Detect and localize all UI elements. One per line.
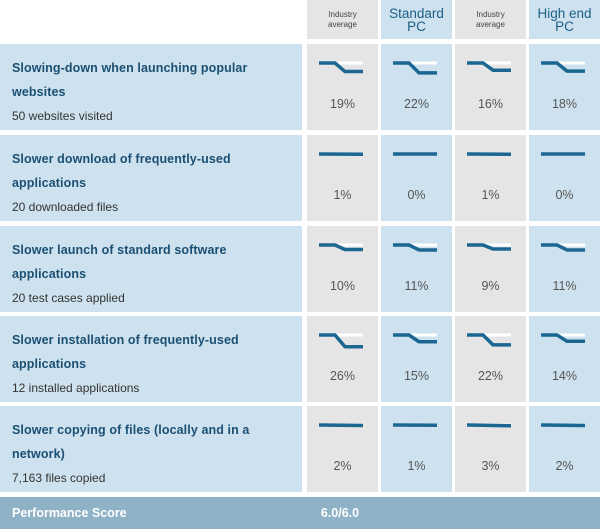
performance-score-label: Performance Score bbox=[12, 506, 127, 520]
result-cell: 2% bbox=[307, 406, 378, 492]
slowdown-percent: 11% bbox=[552, 279, 577, 293]
result-cell: 11% bbox=[381, 226, 452, 312]
slowdown-line-mark bbox=[393, 243, 437, 252]
result-cell: 22% bbox=[381, 44, 452, 130]
slowdown-line-mark bbox=[319, 61, 363, 74]
row-title: Slowing-down when launching popular webs… bbox=[12, 61, 248, 99]
result-cell: 19% bbox=[307, 44, 378, 130]
slowdown-line-mark bbox=[319, 423, 363, 428]
slowdown-percent: 18% bbox=[551, 97, 578, 111]
slowdown-percent: 15% bbox=[403, 369, 430, 383]
column-header: Industry average bbox=[307, 0, 378, 39]
slowdown-percent: 22% bbox=[477, 369, 504, 383]
slowdown-percent: 1% bbox=[481, 188, 500, 202]
row-title: Slower download of frequently-used appli… bbox=[12, 152, 231, 190]
slowdown-percent: 2% bbox=[555, 459, 574, 473]
slowdown-sparkline bbox=[319, 152, 363, 157]
slowdown-sparkline bbox=[319, 423, 363, 428]
column-header: Industry average bbox=[455, 0, 526, 39]
result-cell: 10% bbox=[307, 226, 378, 312]
slowdown-sparkline bbox=[319, 333, 363, 349]
result-cell: 18% bbox=[529, 44, 600, 130]
slowdown-percent: 0% bbox=[407, 188, 426, 202]
slowdown-sparkline bbox=[393, 61, 437, 75]
slowdown-percent: 2% bbox=[333, 459, 352, 473]
slowdown-sparkline bbox=[541, 333, 585, 344]
slowdown-sparkline bbox=[393, 333, 437, 344]
header-blank-cell bbox=[0, 0, 302, 39]
slowdown-sparkline bbox=[467, 61, 511, 72]
result-cell: 11% bbox=[529, 226, 600, 312]
slowdown-line-mark bbox=[541, 333, 585, 344]
slowdown-sparkline bbox=[467, 243, 511, 251]
slowdown-line-mark bbox=[467, 61, 511, 72]
row-subtitle: 20 test cases applied bbox=[12, 291, 125, 305]
slowdown-sparkline bbox=[467, 423, 511, 428]
row-subtitle: 50 websites visited bbox=[12, 109, 113, 123]
column-header: Standard PC bbox=[381, 0, 452, 39]
slowdown-sparkline bbox=[541, 243, 585, 252]
slowdown-percent: 3% bbox=[481, 459, 500, 473]
performance-score-row: Performance Score 6.0/6.0 bbox=[0, 497, 600, 529]
row-title: Slower copying of files (locally and in … bbox=[12, 423, 250, 461]
slowdown-percent: 1% bbox=[407, 459, 426, 473]
slowdown-line-mark bbox=[319, 243, 363, 252]
result-cell: 0% bbox=[381, 135, 452, 221]
slowdown-sparkline bbox=[467, 152, 511, 157]
row-title: Slower launch of standard software appli… bbox=[12, 243, 227, 281]
result-cell: 1% bbox=[455, 135, 526, 221]
slowdown-percent: 14% bbox=[551, 369, 578, 383]
result-cell: 1% bbox=[307, 135, 378, 221]
slowdown-sparkline bbox=[541, 423, 585, 428]
result-cell: 16% bbox=[455, 44, 526, 130]
result-cell: 26% bbox=[307, 316, 378, 402]
result-cell: 9% bbox=[455, 226, 526, 312]
result-cell: 3% bbox=[455, 406, 526, 492]
row-subtitle: 20 downloaded files bbox=[12, 200, 119, 214]
slowdown-sparkline bbox=[393, 152, 437, 156]
slowdown-line-mark bbox=[541, 423, 585, 428]
slowdown-percent: 1% bbox=[333, 188, 352, 202]
result-cell: 2% bbox=[529, 406, 600, 492]
slowdown-percent: 10% bbox=[329, 279, 356, 293]
row-label: Slower installation of frequently-used a… bbox=[0, 316, 302, 402]
slowdown-percent: 9% bbox=[481, 279, 500, 293]
row-title: Slower installation of frequently-used a… bbox=[12, 333, 239, 371]
result-cell: 0% bbox=[529, 135, 600, 221]
slowdown-sparkline bbox=[393, 423, 437, 428]
slowdown-percent: 19% bbox=[329, 97, 356, 111]
slowdown-line-mark bbox=[467, 423, 511, 428]
slowdown-line-mark bbox=[319, 333, 363, 349]
slowdown-percent: 0% bbox=[555, 188, 574, 202]
slowdown-line-mark bbox=[467, 333, 511, 347]
row-label: Slowing-down when launching popular webs… bbox=[0, 44, 302, 130]
slowdown-percent: 26% bbox=[329, 369, 356, 383]
slowdown-percent: 11% bbox=[404, 279, 429, 293]
slowdown-sparkline bbox=[393, 243, 437, 252]
slowdown-line-mark bbox=[541, 61, 585, 73]
slowdown-sparkline bbox=[319, 243, 363, 252]
performance-score-value: 6.0/6.0 bbox=[320, 506, 360, 520]
slowdown-sparkline bbox=[319, 61, 363, 74]
row-label: Slower download of frequently-used appli… bbox=[0, 135, 302, 221]
slowdown-sparkline bbox=[541, 152, 585, 156]
result-cell: 1% bbox=[381, 406, 452, 492]
slowdown-line-mark bbox=[541, 243, 585, 252]
slowdown-sparkline bbox=[541, 61, 585, 73]
slowdown-line-mark bbox=[467, 243, 511, 251]
row-subtitle: 7,163 files copied bbox=[12, 471, 106, 485]
slowdown-line-mark bbox=[393, 333, 437, 344]
result-cell: 15% bbox=[381, 316, 452, 402]
row-subtitle: 12 installed applications bbox=[12, 381, 140, 395]
slowdown-percent: 22% bbox=[403, 97, 430, 111]
result-cell: 14% bbox=[529, 316, 600, 402]
slowdown-percent: 16% bbox=[477, 97, 504, 111]
result-cell: 22% bbox=[455, 316, 526, 402]
slowdown-line-mark bbox=[393, 61, 437, 75]
row-label: Slower launch of standard software appli… bbox=[0, 226, 302, 312]
row-label: Slower copying of files (locally and in … bbox=[0, 406, 302, 492]
column-header: High end PC bbox=[529, 0, 600, 39]
slowdown-sparkline bbox=[467, 333, 511, 347]
